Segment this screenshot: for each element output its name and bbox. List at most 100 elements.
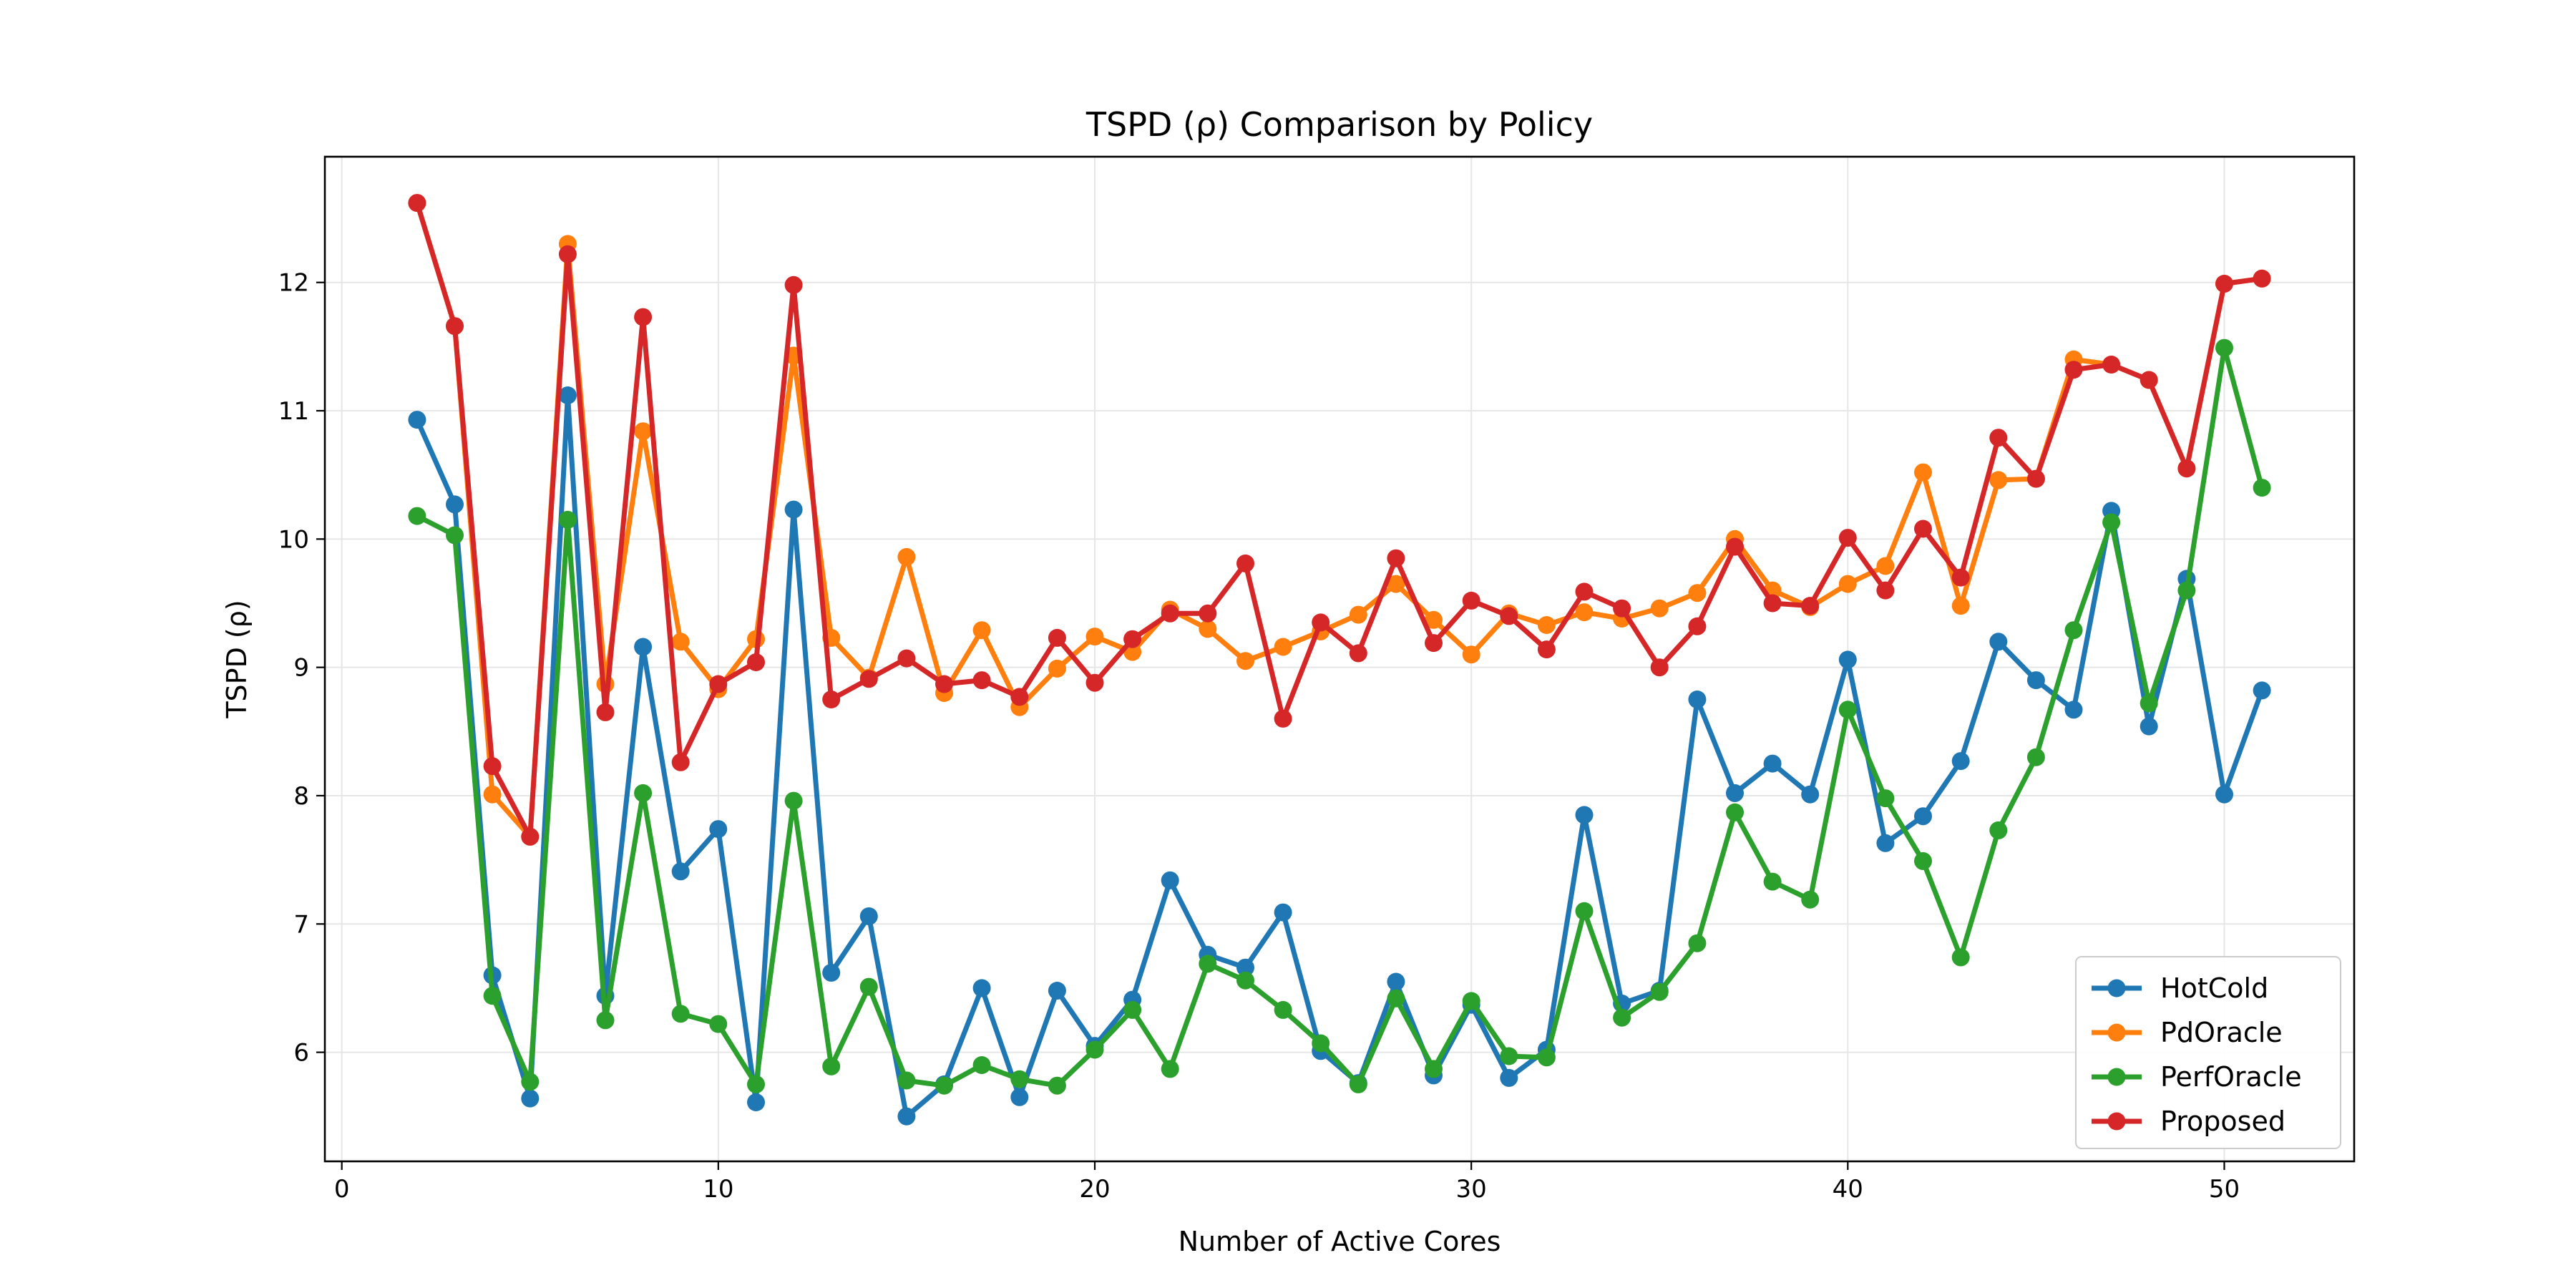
legend-item-perforacle: PerfOracle — [2092, 1061, 2302, 1093]
pdoracle-point — [1914, 463, 1932, 482]
hotcold-point — [1161, 871, 1179, 889]
perforacle-point — [1462, 992, 1480, 1010]
legend-swatch-marker — [2107, 979, 2126, 997]
proposed-point — [1312, 613, 1330, 632]
x-tick-label: 0 — [334, 1175, 350, 1204]
hotcold-point — [521, 1089, 540, 1108]
legend-item-hotcold: HotCold — [2092, 972, 2268, 1004]
perforacle-point — [1425, 1060, 1443, 1078]
perforacle-point — [2102, 513, 2121, 532]
perforacle-line — [416, 345, 2265, 1088]
perforacle-point — [822, 1057, 841, 1075]
x-tick-label: 50 — [2209, 1175, 2240, 1204]
perforacle-point — [1688, 934, 1707, 952]
pdoracle-point — [634, 422, 653, 441]
perforacle-point — [1312, 1034, 1330, 1053]
y-axis-label: TSPD (ρ) — [221, 600, 253, 718]
hotcold-point — [2253, 681, 2271, 700]
proposed-point — [2140, 371, 2158, 389]
proposed-point — [2026, 469, 2045, 488]
hotcold-point — [1838, 650, 1857, 669]
perforacle-point — [1123, 1000, 1142, 1019]
proposed-point — [1462, 591, 1480, 610]
proposed-point — [1801, 597, 1820, 615]
perforacle-point — [709, 1015, 728, 1033]
proposed-point — [483, 757, 502, 776]
perforacle-point — [1500, 1047, 1518, 1065]
legend-label: PdOracle — [2160, 1017, 2283, 1048]
proposed-point — [1763, 594, 1782, 613]
pdoracle-point — [1274, 638, 1292, 656]
perforacle-point — [1613, 1008, 1631, 1027]
perforacle-point — [2253, 479, 2271, 497]
hotcold-point — [1726, 784, 1744, 802]
pdoracle-point — [1838, 575, 1857, 593]
proposed-point — [2064, 361, 2083, 379]
hotcold-point — [1500, 1068, 1518, 1087]
pdoracle-point — [1688, 584, 1707, 602]
proposed-point — [1537, 640, 1556, 659]
pdoracle-point — [1048, 659, 1066, 678]
perforacle-point — [1914, 852, 1932, 870]
pdoracle-point — [1236, 652, 1254, 670]
legend-box — [2075, 956, 2341, 1149]
perforacle-point — [1537, 1048, 1556, 1067]
y-tick-label: 11 — [278, 397, 309, 426]
perforacle-point — [1085, 1040, 1104, 1059]
hotcold-point — [1236, 958, 1254, 977]
y-tick-label: 7 — [293, 910, 309, 939]
proposed-point — [1349, 644, 1367, 663]
pdoracle-point — [671, 633, 690, 651]
perforacle-point — [408, 507, 426, 525]
perforacle-point — [1349, 1075, 1367, 1093]
proposed-point — [2253, 269, 2271, 288]
perforacle-point — [671, 1005, 690, 1023]
perforacle-point — [2140, 694, 2158, 713]
perforacle-point — [1387, 989, 1405, 1008]
perforacle-point — [1650, 982, 1669, 1001]
y-tick-label: 9 — [293, 654, 309, 683]
proposed-point — [596, 703, 615, 721]
perforacle-point — [2026, 748, 2045, 766]
y-tick-label: 10 — [278, 525, 309, 554]
hotcold-point — [1387, 972, 1405, 991]
proposed-point — [1500, 607, 1518, 625]
perforacle-point — [1763, 872, 1782, 891]
pdoracle-point — [1989, 471, 2008, 489]
hotcold-point — [1010, 1088, 1029, 1106]
y-tick-label: 12 — [278, 269, 309, 298]
pdoracle-point — [1575, 603, 1594, 622]
hotcold-point — [1951, 752, 1970, 771]
hotcold-point — [1914, 807, 1932, 826]
legend: HotCold PdOracle PerfOracle Proposed — [2075, 956, 2341, 1149]
pdoracle-point — [1876, 557, 1895, 575]
perforacle-point — [634, 784, 653, 802]
hotcold-point — [558, 386, 577, 404]
pdoracle-point — [1199, 620, 1217, 638]
proposed-point — [935, 675, 953, 693]
legend-label: Proposed — [2160, 1106, 2285, 1137]
perforacle-point — [1876, 789, 1895, 808]
perforacle-point — [2177, 581, 2196, 600]
x-tick-label: 30 — [1456, 1175, 1487, 1204]
pdoracle-point — [897, 547, 916, 566]
hotcold-point — [446, 495, 464, 514]
hotcold-point — [822, 963, 841, 982]
perforacle-point — [1989, 821, 2008, 839]
legend-item-pdoracle: PdOracle — [2092, 1017, 2283, 1048]
perforacle-point — [1951, 948, 1970, 967]
y-tick-label: 8 — [293, 782, 309, 811]
hotcold-point — [2140, 717, 2158, 736]
proposed-point — [747, 653, 765, 671]
tick-layer: 0 10 20 30 40 50 6 7 8 9 10 11 12 — [278, 269, 2240, 1204]
pdoracle-point — [1425, 610, 1443, 629]
proposed-point — [408, 194, 426, 213]
hotcold-point — [1801, 785, 1820, 804]
legend-label: PerfOracle — [2160, 1061, 2302, 1093]
series-perforacle — [408, 338, 2271, 1095]
proposed-point — [2215, 275, 2233, 293]
perforacle-point — [1575, 902, 1594, 920]
hotcold-point — [408, 411, 426, 429]
series-layer — [408, 194, 2271, 1126]
